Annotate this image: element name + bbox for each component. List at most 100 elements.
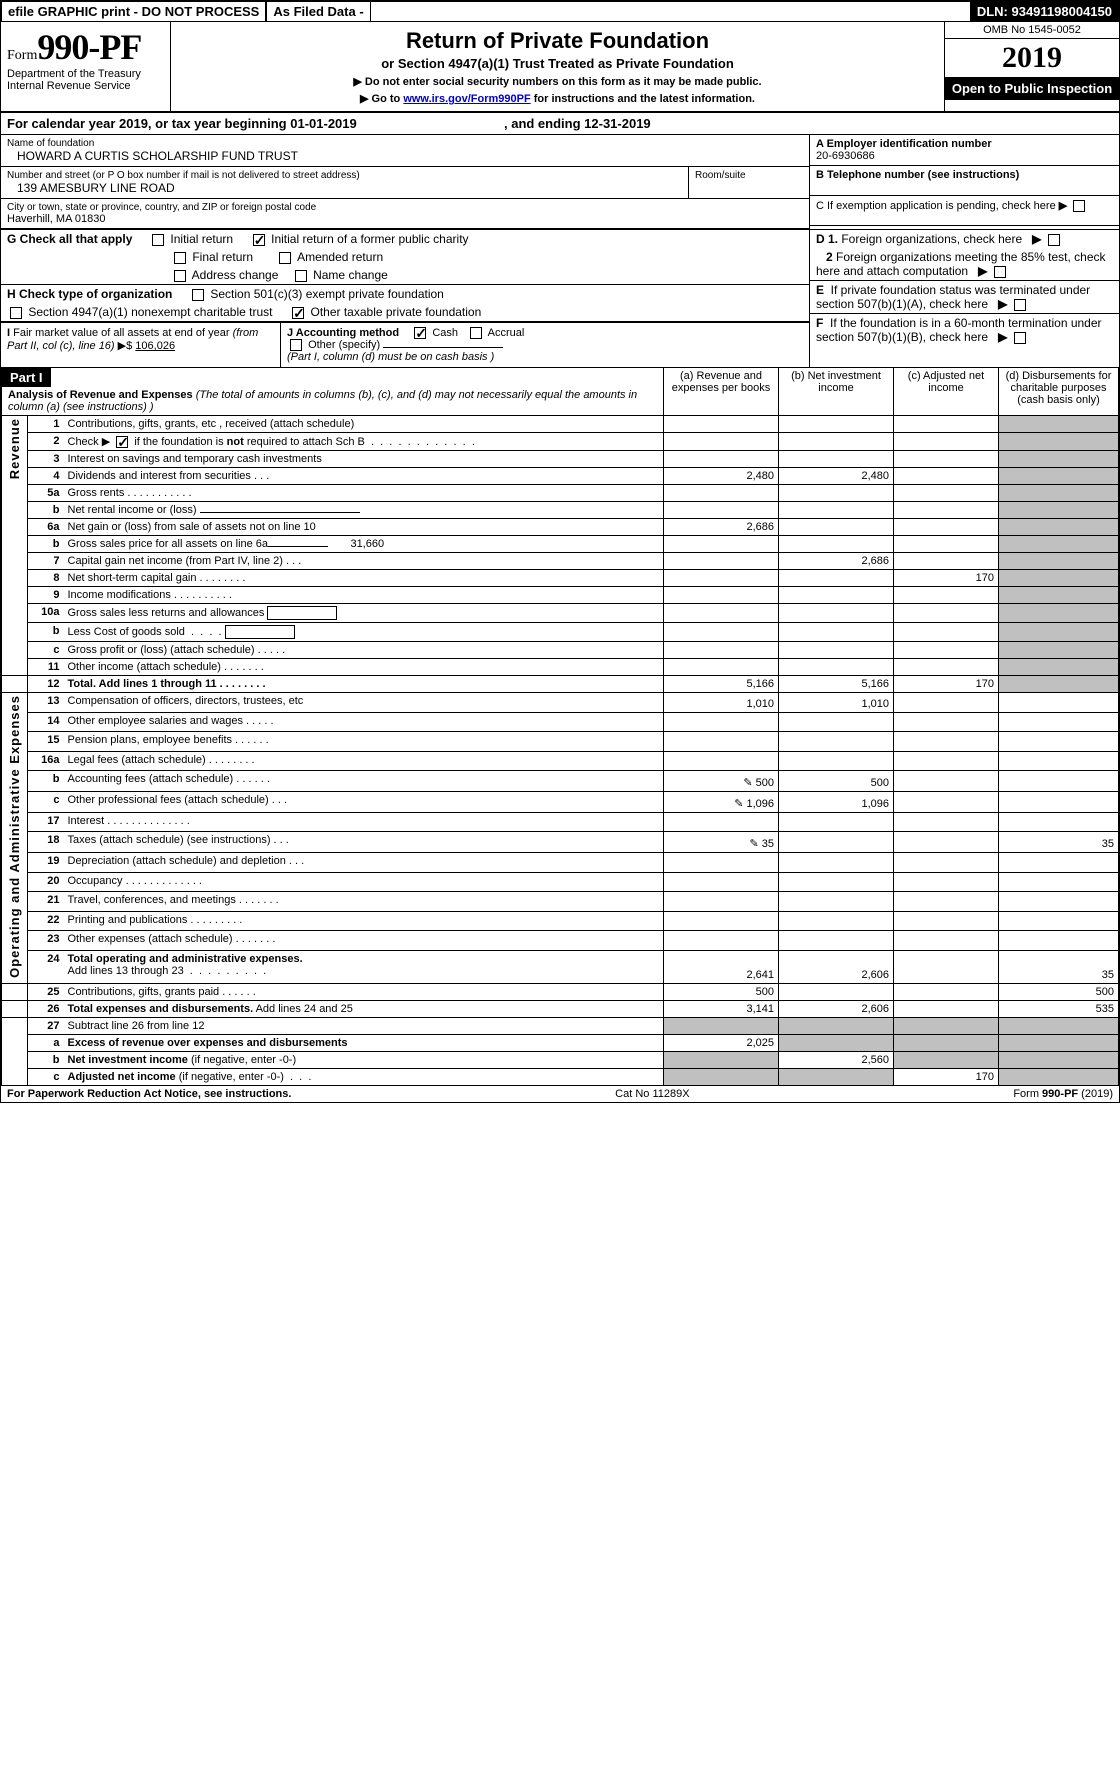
cb-e[interactable] bbox=[1014, 299, 1026, 311]
attach-icon[interactable]: ✎ bbox=[749, 838, 758, 850]
tax-year: 2019 bbox=[945, 39, 1119, 77]
irs-label: Internal Revenue Service bbox=[7, 80, 164, 92]
city-cell: City or town, state or province, country… bbox=[1, 199, 809, 229]
G-lbl: G Check all that apply bbox=[7, 232, 132, 246]
cb-other[interactable] bbox=[290, 339, 302, 351]
g-opt0: Initial return bbox=[170, 232, 233, 246]
cb-f[interactable] bbox=[1014, 332, 1026, 344]
part1-table: Part I Analysis of Revenue and Expenses … bbox=[1, 367, 1119, 1086]
addr-cell: Number and street (or P O box number if … bbox=[1, 167, 809, 199]
j-other: Other (specify) bbox=[308, 339, 380, 351]
H-lbl: H Check type of organization bbox=[7, 287, 172, 301]
form-prefix: Form bbox=[7, 48, 37, 63]
cb-final[interactable] bbox=[174, 252, 186, 264]
cal-end: 12-31-2019 bbox=[584, 116, 651, 131]
J-lbl: J Accounting method bbox=[287, 327, 399, 339]
cb-schb[interactable] bbox=[116, 436, 128, 448]
attach-icon[interactable]: ✎ bbox=[743, 777, 752, 789]
calendar-row: For calendar year 2019, or tax year begi… bbox=[1, 113, 1119, 135]
h-o1: Section 501(c)(3) exempt private foundat… bbox=[210, 287, 443, 301]
D1-row: D 1. Foreign organizations, check here ▶ bbox=[810, 230, 1119, 248]
J-cell: J Accounting method Cash Accrual Other (… bbox=[281, 323, 809, 367]
efile-label: efile GRAPHIC print - DO NOT PROCESS bbox=[1, 1, 266, 22]
cb-name[interactable] bbox=[295, 270, 307, 282]
form-note1: ▶ Do not enter social security numbers o… bbox=[175, 75, 940, 88]
C-lbl: C If exemption application is pending, c… bbox=[816, 200, 1056, 212]
g-opt4: Address change bbox=[192, 268, 279, 282]
E-row: E If private foundation status was termi… bbox=[810, 281, 1119, 314]
C-cell: C If exemption application is pending, c… bbox=[810, 196, 1119, 226]
cb-other-tax[interactable] bbox=[292, 307, 304, 319]
city-lbl: City or town, state or province, country… bbox=[7, 202, 803, 213]
attach-icon[interactable]: ✎ bbox=[734, 798, 743, 810]
note2-pre: ▶ Go to bbox=[360, 93, 403, 105]
id-left: Name of foundation HOWARD A CURTIS SCHOL… bbox=[1, 135, 809, 229]
cal-mid: , and ending bbox=[504, 116, 584, 131]
B-cell: B Telephone number (see instructions) bbox=[810, 166, 1119, 196]
form-number: Form990-PF bbox=[7, 26, 164, 68]
asfiled-label: As Filed Data - bbox=[266, 1, 370, 22]
g-j-block: G Check all that apply Initial return In… bbox=[1, 229, 1119, 367]
G-row: G Check all that apply Initial return In… bbox=[1, 230, 809, 248]
cb-cash[interactable] bbox=[414, 327, 426, 339]
cb-501c3[interactable] bbox=[192, 289, 204, 301]
id-right: A Employer identification number 20-6930… bbox=[809, 135, 1119, 229]
dln-label: DLN: 93491198004150 bbox=[970, 1, 1119, 22]
part1-header-row: Part I Analysis of Revenue and Expenses … bbox=[2, 368, 1119, 416]
expenses-label: Operating and Administrative Expenses bbox=[2, 693, 28, 984]
C-checkbox[interactable] bbox=[1073, 200, 1085, 212]
note2-post: for instructions and the latest informat… bbox=[531, 93, 755, 105]
col-c-hdr: (c) Adjusted net income bbox=[894, 368, 999, 416]
j-accrual: Accrual bbox=[488, 327, 525, 339]
header-right: OMB No 1545-0052 2019 Open to Public Ins… bbox=[944, 22, 1119, 111]
part1-tag: Part I bbox=[2, 368, 51, 387]
F-row: F If the foundation is in a 60-month ter… bbox=[810, 314, 1119, 346]
name-lbl: Name of foundation bbox=[7, 138, 803, 149]
g-opt5: Name change bbox=[313, 268, 388, 282]
cb-former[interactable] bbox=[253, 234, 265, 246]
cb-accrual[interactable] bbox=[470, 327, 482, 339]
foundation-name: HOWARD A CURTIS SCHOLARSHIP FUND TRUST bbox=[7, 149, 803, 163]
top-bar: efile GRAPHIC print - DO NOT PROCESS As … bbox=[1, 1, 1119, 22]
cb-4947[interactable] bbox=[10, 307, 22, 319]
form-note2: ▶ Go to www.irs.gov/Form990PF for instru… bbox=[175, 92, 940, 105]
H-row: H Check type of organization Section 501… bbox=[1, 285, 809, 303]
col-a-hdr: (a) Revenue and expenses per books bbox=[664, 368, 779, 416]
form-title: Return of Private Foundation bbox=[175, 28, 940, 54]
G-row3: Address change Name change bbox=[1, 266, 809, 285]
j-note: (Part I, column (d) must be on cash basi… bbox=[287, 351, 494, 363]
A-lbl: A Employer identification number bbox=[816, 138, 1113, 150]
G-row2: Final return Amended return bbox=[1, 248, 809, 266]
col-d-hdr: (d) Disbursements for charitable purpose… bbox=[999, 368, 1119, 416]
cb-amended[interactable] bbox=[279, 252, 291, 264]
I-val: 106,026 bbox=[135, 340, 175, 352]
cb-d2[interactable] bbox=[994, 266, 1006, 278]
cb-initial[interactable] bbox=[152, 234, 164, 246]
j-cash: Cash bbox=[432, 327, 458, 339]
cb-addr[interactable] bbox=[174, 270, 186, 282]
g-opt1: Initial return of a former public charit… bbox=[271, 232, 468, 246]
ghj-right: D 1. Foreign organizations, check here ▶… bbox=[809, 230, 1119, 367]
A-cell: A Employer identification number 20-6930… bbox=[810, 135, 1119, 166]
part1-title: Analysis of Revenue and Expenses bbox=[8, 389, 193, 401]
I-cell: I Fair market value of all assets at end… bbox=[1, 323, 281, 367]
form-header: Form990-PF Department of the Treasury In… bbox=[1, 22, 1119, 113]
dept-label: Department of the Treasury bbox=[7, 68, 164, 80]
header-left: Form990-PF Department of the Treasury In… bbox=[1, 22, 171, 111]
g-opt3: Amended return bbox=[297, 250, 383, 264]
ghj-left: G Check all that apply Initial return In… bbox=[1, 230, 809, 367]
B-lbl: B Telephone number (see instructions) bbox=[816, 169, 1019, 181]
cal-pre: For calendar year 2019, or tax year begi… bbox=[7, 116, 290, 131]
cb-d1[interactable] bbox=[1048, 234, 1060, 246]
topbar-spacer bbox=[371, 1, 970, 22]
revenue-label: Revenue bbox=[2, 416, 28, 676]
page-footer: For Paperwork Reduction Act Notice, see … bbox=[1, 1086, 1119, 1102]
footer-right: Form 990-PF (2019) bbox=[1013, 1088, 1113, 1100]
D2-row: 2 Foreign organizations meeting the 85% … bbox=[810, 248, 1119, 281]
irs-link[interactable]: www.irs.gov/Form990PF bbox=[403, 93, 530, 105]
h-o3: Other taxable private foundation bbox=[311, 305, 482, 319]
form-no: 990-PF bbox=[37, 27, 141, 67]
footer-mid: Cat No 11289X bbox=[615, 1088, 689, 1100]
cal-begin: 01-01-2019 bbox=[290, 116, 357, 131]
header-mid: Return of Private Foundation or Section … bbox=[171, 22, 944, 111]
